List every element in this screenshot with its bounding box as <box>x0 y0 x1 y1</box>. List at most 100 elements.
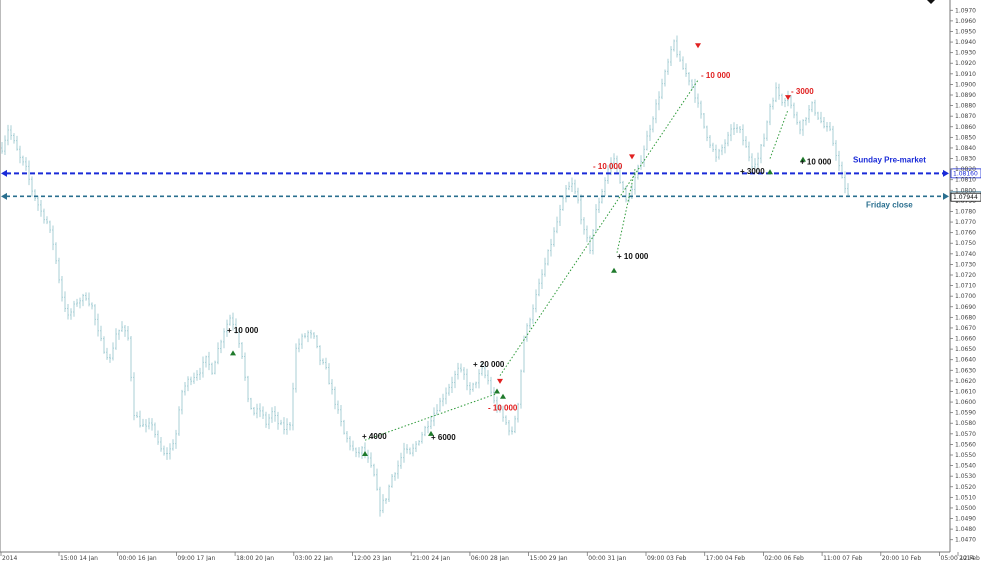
ohlc-bar <box>52 225 54 251</box>
ohlc-bar <box>106 347 108 360</box>
ohlc-bar <box>661 78 663 100</box>
ohlc-bar <box>289 422 291 431</box>
ohlc-bar <box>118 329 120 340</box>
trade-annotation: + 4000 <box>362 432 387 441</box>
ohlc-bar <box>169 443 171 460</box>
ohlc-bar <box>598 197 600 213</box>
ohlc-bar <box>712 142 714 152</box>
ohlc-bar <box>271 407 273 423</box>
ohlc-bar <box>484 364 486 379</box>
ohlc-bar <box>148 417 150 430</box>
ohlc-bar <box>847 183 849 198</box>
ohlc-bar <box>811 101 813 113</box>
ohlc-bar <box>688 72 690 86</box>
arrow-left-icon <box>1 169 7 177</box>
y-tick-label: 1.0800 <box>955 187 976 194</box>
ohlc-bar <box>790 95 792 109</box>
y-tick-label: 1.0770 <box>955 219 976 226</box>
buy-arrow-icon <box>800 156 806 162</box>
scroll-arrow-icon[interactable] <box>927 0 935 4</box>
ohlc-bar <box>343 419 345 435</box>
ohlc-bar <box>469 382 471 395</box>
ohlc-bar <box>763 133 765 147</box>
y-tick-label: 1.0590 <box>955 410 976 417</box>
ohlc-bar <box>94 304 96 326</box>
ohlc-bar <box>766 120 768 141</box>
y-tick-label: 1.0900 <box>955 81 976 88</box>
ohlc-bar <box>781 93 783 106</box>
y-tick-label: 1.0970 <box>955 7 976 14</box>
ohlc-bar <box>247 375 249 403</box>
y-tick-label: 1.0660 <box>955 336 976 343</box>
y-tick-label: 1.0640 <box>955 357 976 364</box>
ohlc-bar <box>295 343 297 393</box>
ohlc-bar <box>172 439 174 451</box>
ohlc-bar <box>376 468 378 491</box>
ohlc-bar <box>187 376 189 392</box>
ohlc-bar <box>388 484 390 503</box>
trade-annotation: - 10 000 <box>488 403 518 412</box>
ohlc-bar <box>91 302 93 310</box>
buy-arrow-icon <box>362 450 368 456</box>
ohlc-bar <box>178 406 180 436</box>
ohlc-bar <box>379 486 381 517</box>
trade-annotation: + 10 000 <box>800 158 832 167</box>
sell-arrow-icon <box>785 95 791 101</box>
ohlc-bar <box>784 98 786 108</box>
ohlc-bar <box>19 145 21 164</box>
trade-annotation: - 3000 <box>791 87 814 96</box>
ohlc-bar <box>136 411 138 418</box>
ohlc-bar <box>430 415 432 430</box>
y-tick-label: 1.0920 <box>955 60 976 67</box>
y-tick-label: 1.0840 <box>955 145 976 152</box>
ohlc-bar <box>397 460 399 479</box>
ohlc-bar <box>250 397 252 410</box>
ohlc-bar <box>223 328 225 349</box>
ohlc-bar <box>586 225 588 243</box>
ohlc-bar <box>112 342 114 361</box>
ohlc-bar <box>580 194 582 225</box>
ohlc-bar <box>442 393 444 407</box>
ohlc-bar <box>79 297 81 309</box>
ohlc-bar <box>475 381 477 389</box>
ohlc-bar <box>82 293 84 307</box>
ohlc-bar <box>325 357 327 370</box>
trade-annotation: + 10 000 <box>617 252 649 261</box>
ohlc-bar <box>562 195 564 211</box>
y-tick-label: 1.0780 <box>955 208 976 215</box>
ohlc-bar <box>34 189 36 202</box>
ohlc-bar <box>721 144 723 156</box>
ohlc-bar <box>199 367 201 381</box>
ohlc-bar <box>244 352 246 381</box>
ohlc-bar <box>577 187 579 204</box>
ohlc-bar <box>97 313 99 337</box>
ohlc-bar <box>145 419 147 433</box>
ohlc-bar <box>175 429 177 449</box>
x-tick-label: 17:00 04 Feb <box>706 555 746 561</box>
y-tick-label: 1.0940 <box>955 39 976 46</box>
ohlc-bar <box>229 314 231 326</box>
ohlc-bar <box>13 133 15 144</box>
ohlc-bar <box>394 472 396 481</box>
ohlc-bar <box>349 436 351 451</box>
ohlc-bar <box>724 139 726 154</box>
ohlc-bar <box>61 276 63 302</box>
ohlc-bar <box>328 363 330 385</box>
ohlc-bar <box>547 249 549 266</box>
ohlc-bar <box>421 431 423 444</box>
ohlc-bar <box>7 124 9 146</box>
ohlc-bar <box>193 372 195 384</box>
ohlc-bar <box>298 338 300 353</box>
ohlc-bar <box>817 111 819 120</box>
ohlc-bar <box>427 420 429 434</box>
trade-links <box>364 79 789 441</box>
trade-annotation: + 3000 <box>740 167 765 176</box>
ohlc-bar <box>829 122 831 132</box>
ohlc-bar <box>778 83 780 100</box>
y-tick-label: 1.0880 <box>955 103 976 110</box>
x-tick-label: 02:00 06 Feb <box>764 555 804 561</box>
ohlc-bar <box>100 325 102 342</box>
ohlc-bar <box>16 135 18 151</box>
ohlc-bar <box>532 304 534 324</box>
last-price-box: 1.07944 <box>950 192 981 202</box>
